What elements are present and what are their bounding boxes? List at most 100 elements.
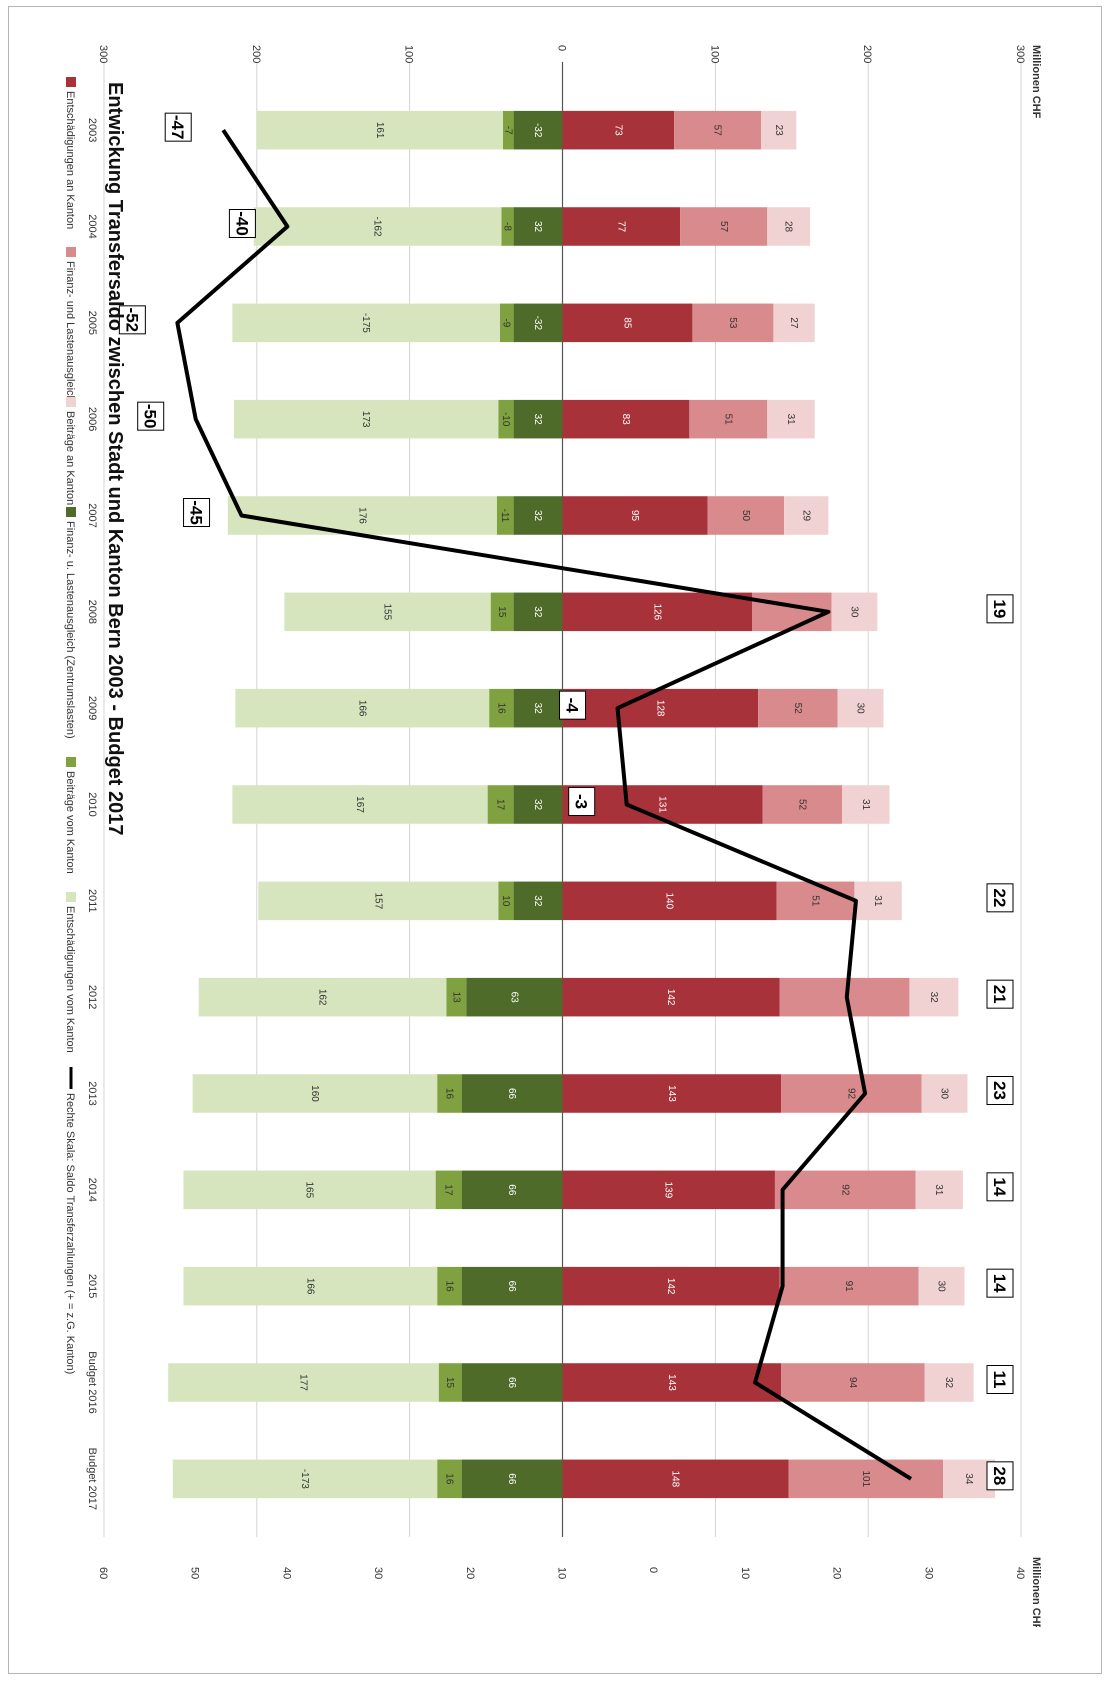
category-tick-label: Budget 2017 (86, 1448, 98, 1510)
category-tick-label: Budget 2016 (86, 1351, 98, 1413)
category-tick-label: 2009 (86, 696, 98, 720)
bar-segment (490, 592, 514, 632)
bar-data-label: 27 (788, 317, 799, 329)
legend-swatch (66, 507, 76, 517)
bar-segment (943, 1459, 996, 1499)
saldo-label: -50 (141, 404, 160, 429)
bar-segment (562, 785, 763, 824)
bar-data-label: 92 (839, 1184, 850, 1196)
bar-data-label: 165 (304, 1181, 315, 1198)
saldo-label-box (568, 787, 596, 816)
bar-data-label: 15 (496, 606, 507, 618)
bar-segment (498, 399, 514, 439)
bar-data-label: 139 (663, 1181, 674, 1198)
bar-segment (513, 881, 563, 921)
bar-segment (921, 1074, 968, 1113)
bar-data-label: 157 (372, 892, 383, 909)
bar-data-label: 16 (495, 703, 506, 715)
bar-segment (461, 1266, 563, 1306)
bar-data-label: 31 (872, 895, 883, 907)
category-tick-label: 2003 (86, 118, 98, 142)
category-tick-label: 2005 (86, 311, 98, 335)
bar-data-label: -9 (501, 318, 512, 327)
bar-data-label: 32 (532, 510, 543, 522)
saldo-label-box (183, 498, 211, 527)
bar-data-label: 155 (382, 603, 393, 620)
bar-segment (562, 399, 690, 439)
bar-data-label: 166 (304, 1278, 315, 1295)
left-axis-tick-label: 300 (97, 45, 109, 63)
bar-segment (562, 496, 708, 535)
bar-data-label: 66 (506, 1184, 517, 1196)
left-axis-tick-label: 0 (556, 45, 568, 51)
bar-segment (562, 1459, 789, 1499)
bar-segment (562, 977, 780, 1017)
bar-data-label: 66 (506, 1088, 517, 1100)
bar-data-label: 30 (855, 703, 866, 715)
saldo-label: 11 (990, 1371, 1009, 1389)
bar-segment (513, 592, 563, 632)
bar-segment (168, 1363, 439, 1402)
bar-data-label: 91 (843, 1281, 854, 1293)
bar-segment (513, 207, 563, 246)
bar-data-label: 52 (796, 799, 807, 811)
bar-segment (513, 496, 563, 535)
bar-segment (779, 1266, 919, 1306)
bar-data-label: 143 (666, 1374, 677, 1391)
bar-data-label: -10 (500, 412, 511, 427)
saldo-label-box (118, 305, 146, 335)
bar-data-label: 167 (354, 796, 365, 813)
bar-data-label: 143 (666, 1085, 677, 1102)
legend-label: Finanz- u. Lastenausgleich (Zentrumslast… (64, 521, 76, 739)
bar-segment (680, 207, 768, 246)
bar-segment (513, 688, 563, 728)
bar-data-label: 177 (297, 1374, 308, 1391)
bar-segment (692, 303, 774, 343)
legend-label: Beiträge an Kanton (64, 411, 76, 505)
bar-segment (284, 592, 491, 632)
bar-data-label: 29 (800, 510, 811, 522)
bar-segment (831, 592, 878, 632)
left-axis-tick-label: 300 (1014, 45, 1026, 63)
bar-segment (781, 1074, 922, 1113)
left-axis-tick-label: 100 (403, 45, 415, 63)
bar-data-label: 17 (495, 799, 506, 811)
legend-label: Entschädigungen an Kanton (64, 91, 76, 229)
category-tick-label: 2015 (86, 1274, 98, 1298)
bar-segment (489, 688, 514, 728)
bar-data-label: 131 (657, 796, 668, 813)
right-axis-tick-label: 10 (739, 1567, 751, 1579)
bar-segment (258, 881, 499, 921)
bar-data-label: 95 (629, 510, 640, 522)
bar-data-label: 85 (621, 317, 632, 329)
bar-segment (437, 1266, 462, 1306)
saldo-label-box (986, 1172, 1014, 1202)
bar-data-label: 92 (845, 1088, 856, 1100)
saldo-label-box (986, 1268, 1014, 1298)
saldo-label: 14 (990, 1274, 1009, 1293)
bar-data-label: 142 (665, 1278, 676, 1295)
bar-segment (502, 110, 514, 150)
bar-data-label: 126 (651, 603, 662, 620)
bar-data-label: 128 (654, 700, 665, 717)
bar-data-label: 53 (727, 317, 738, 329)
left-axis-tick-label: 200 (250, 45, 262, 63)
bar-segment (773, 303, 815, 343)
bar-data-label: 73 (612, 125, 623, 137)
saldo-label: -47 (168, 115, 187, 140)
saldo-label-box (986, 883, 1014, 913)
bar-data-label: 32 (943, 1377, 954, 1389)
bar-segment (842, 785, 890, 824)
bar-data-label: 30 (939, 1088, 950, 1100)
bar-segment (909, 977, 959, 1017)
bar-segment (767, 399, 815, 439)
saldo-label-box (986, 594, 1014, 624)
bar-data-label: 16 (443, 1281, 454, 1293)
bar-segment (496, 496, 514, 535)
saldo-label-box (164, 112, 192, 142)
axes: 3002001000100200300403020100102030405060… (86, 45, 1026, 1579)
bar-data-label: 32 (928, 992, 939, 1004)
bar-data-label: 83 (620, 414, 631, 426)
